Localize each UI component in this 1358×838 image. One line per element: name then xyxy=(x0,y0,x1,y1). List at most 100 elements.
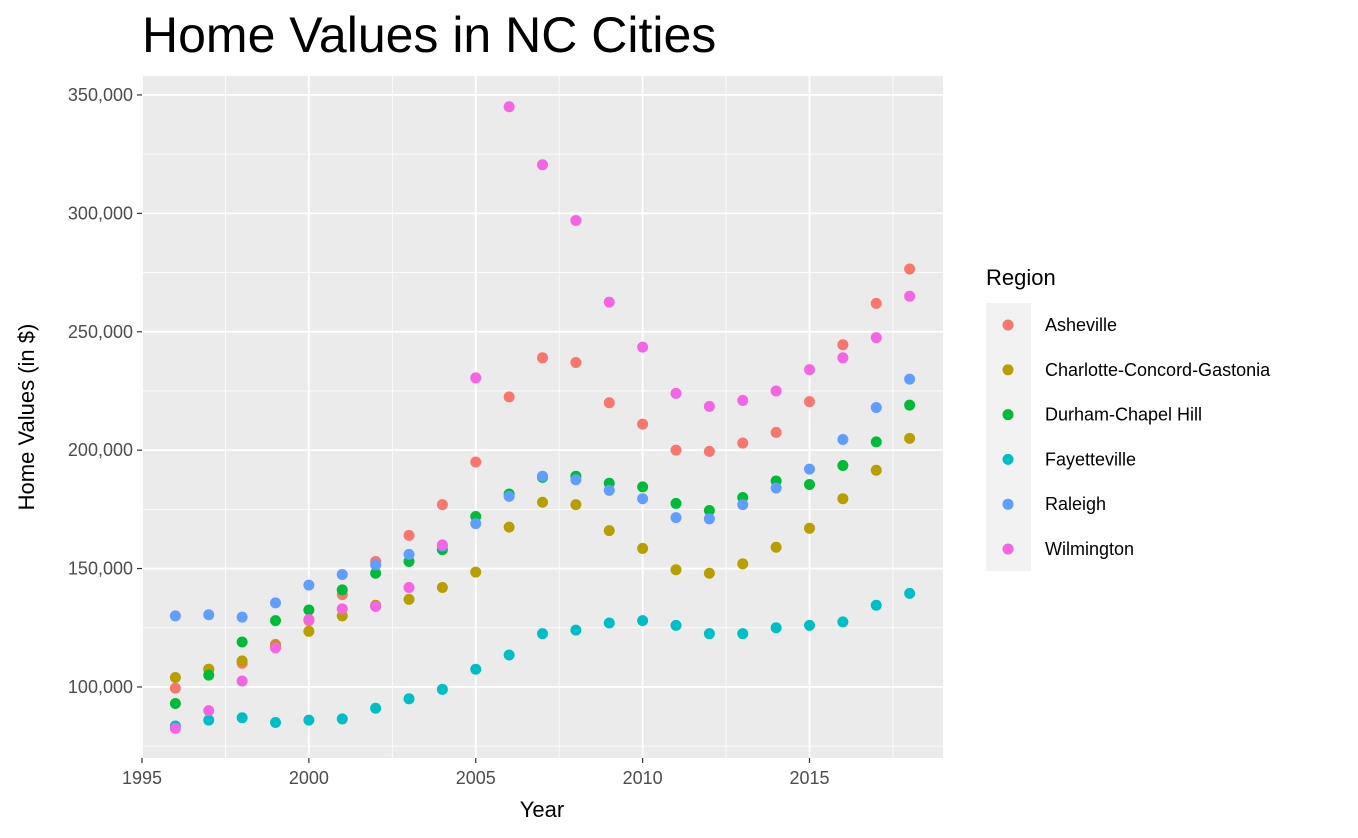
point-wilmington xyxy=(603,296,615,308)
point-fayetteville xyxy=(870,599,882,611)
y-axis: 100,000 150,000 200,000 250,000 300,000 350,0… xyxy=(68,85,142,697)
point-durham-chapel-hill xyxy=(270,615,281,627)
point-asheville xyxy=(470,456,482,468)
point-durham-chapel-hill xyxy=(837,460,849,472)
point-fayetteville xyxy=(336,713,348,725)
point-durham-chapel-hill xyxy=(370,567,382,579)
legend-label-raleigh: Raleigh xyxy=(1045,494,1106,514)
point-raleigh xyxy=(470,518,482,530)
point-wilmington xyxy=(570,214,582,226)
point-wilmington xyxy=(904,290,916,302)
point-fayetteville xyxy=(470,663,482,675)
point-durham-chapel-hill xyxy=(169,698,181,710)
point-charlotte-concord-gastonia xyxy=(503,521,515,533)
point-fayetteville xyxy=(703,628,715,640)
point-fayetteville xyxy=(770,622,782,634)
major-gridlines xyxy=(141,76,943,758)
point-fayetteville xyxy=(203,714,215,726)
legend-key-charlotte-concord-gastonia xyxy=(1002,364,1014,376)
point-fayetteville xyxy=(603,617,615,629)
point-charlotte-concord-gastonia xyxy=(303,625,315,637)
point-durham-chapel-hill xyxy=(703,505,715,517)
point-raleigh xyxy=(336,568,348,580)
point-fayetteville xyxy=(370,702,382,714)
point-durham-chapel-hill xyxy=(336,584,348,596)
point-charlotte-concord-gastonia xyxy=(904,432,916,444)
point-asheville xyxy=(737,437,749,449)
point-raleigh xyxy=(203,609,215,621)
point-raleigh xyxy=(570,474,582,486)
point-charlotte-concord-gastonia xyxy=(737,558,749,570)
point-durham-chapel-hill xyxy=(637,481,649,493)
point-raleigh xyxy=(703,513,715,525)
point-raleigh xyxy=(303,579,315,591)
point-fayetteville xyxy=(637,615,649,627)
x-axis: 1995 2000 2005 2010 2015 xyxy=(122,758,830,788)
point-asheville xyxy=(703,445,715,457)
point-durham-chapel-hill xyxy=(303,604,315,616)
point-wilmington xyxy=(770,385,782,397)
point-fayetteville xyxy=(303,714,315,726)
point-wilmington xyxy=(537,159,548,171)
point-charlotte-concord-gastonia xyxy=(703,567,715,579)
point-wilmington xyxy=(436,539,448,551)
point-asheville xyxy=(570,357,582,369)
point-asheville xyxy=(436,499,448,511)
point-durham-chapel-hill xyxy=(804,478,815,490)
point-wilmington xyxy=(403,582,415,593)
point-raleigh xyxy=(370,559,382,571)
point-charlotte-concord-gastonia xyxy=(637,542,649,554)
legend-key-durham-chapel-hill xyxy=(1002,409,1014,421)
point-asheville xyxy=(904,263,916,275)
legend-title: Region xyxy=(986,265,1056,290)
point-asheville xyxy=(670,444,682,456)
legend-label-fayetteville: Fayetteville xyxy=(1045,449,1136,469)
point-fayetteville xyxy=(503,649,515,661)
point-fayetteville xyxy=(670,619,682,631)
point-wilmington xyxy=(670,387,682,399)
point-wilmington xyxy=(737,394,749,406)
chart-title: Home Values in NC Cities xyxy=(142,7,716,63)
legend-key-wilmington xyxy=(1002,543,1014,555)
point-wilmington xyxy=(270,642,281,654)
point-fayetteville xyxy=(737,628,749,640)
y-tick-label: 250,000 xyxy=(68,322,133,342)
point-raleigh xyxy=(904,373,916,385)
point-raleigh xyxy=(537,470,548,482)
point-raleigh xyxy=(603,484,615,496)
legend-label-asheville: Asheville xyxy=(1045,315,1117,335)
point-raleigh xyxy=(837,433,849,445)
y-tick-label: 350,000 xyxy=(68,85,133,105)
x-tick-label: 2000 xyxy=(289,768,329,788)
legend-key-background xyxy=(986,303,1031,571)
point-asheville xyxy=(403,529,415,541)
data-points xyxy=(169,101,916,734)
point-raleigh xyxy=(670,512,682,524)
point-charlotte-concord-gastonia xyxy=(670,564,682,576)
point-durham-chapel-hill xyxy=(904,399,916,411)
point-asheville xyxy=(537,352,548,364)
point-raleigh xyxy=(503,490,515,502)
legend-key-fayetteville xyxy=(1002,453,1014,465)
point-charlotte-concord-gastonia xyxy=(603,525,615,537)
point-raleigh xyxy=(870,402,882,414)
point-asheville xyxy=(169,682,181,694)
point-fayetteville xyxy=(236,712,248,724)
point-raleigh xyxy=(804,463,815,475)
point-asheville xyxy=(804,396,815,408)
point-charlotte-concord-gastonia xyxy=(537,496,548,508)
point-asheville xyxy=(870,297,882,309)
legend: Region Asheville Charlotte-Concord-Gaston… xyxy=(986,265,1271,571)
legend-label-charlotte-concord-gastonia: Charlotte-Concord-Gastonia xyxy=(1045,360,1271,380)
point-fayetteville xyxy=(270,716,281,728)
x-tick-label: 2015 xyxy=(789,768,829,788)
point-charlotte-concord-gastonia xyxy=(169,671,181,683)
y-tick-label: 150,000 xyxy=(68,559,133,579)
point-durham-chapel-hill xyxy=(670,497,682,509)
point-raleigh xyxy=(403,548,415,560)
point-fayetteville xyxy=(436,683,448,695)
point-asheville xyxy=(770,426,782,438)
point-raleigh xyxy=(770,482,782,494)
point-raleigh xyxy=(236,611,248,623)
x-tick-label: 1995 xyxy=(122,768,162,788)
